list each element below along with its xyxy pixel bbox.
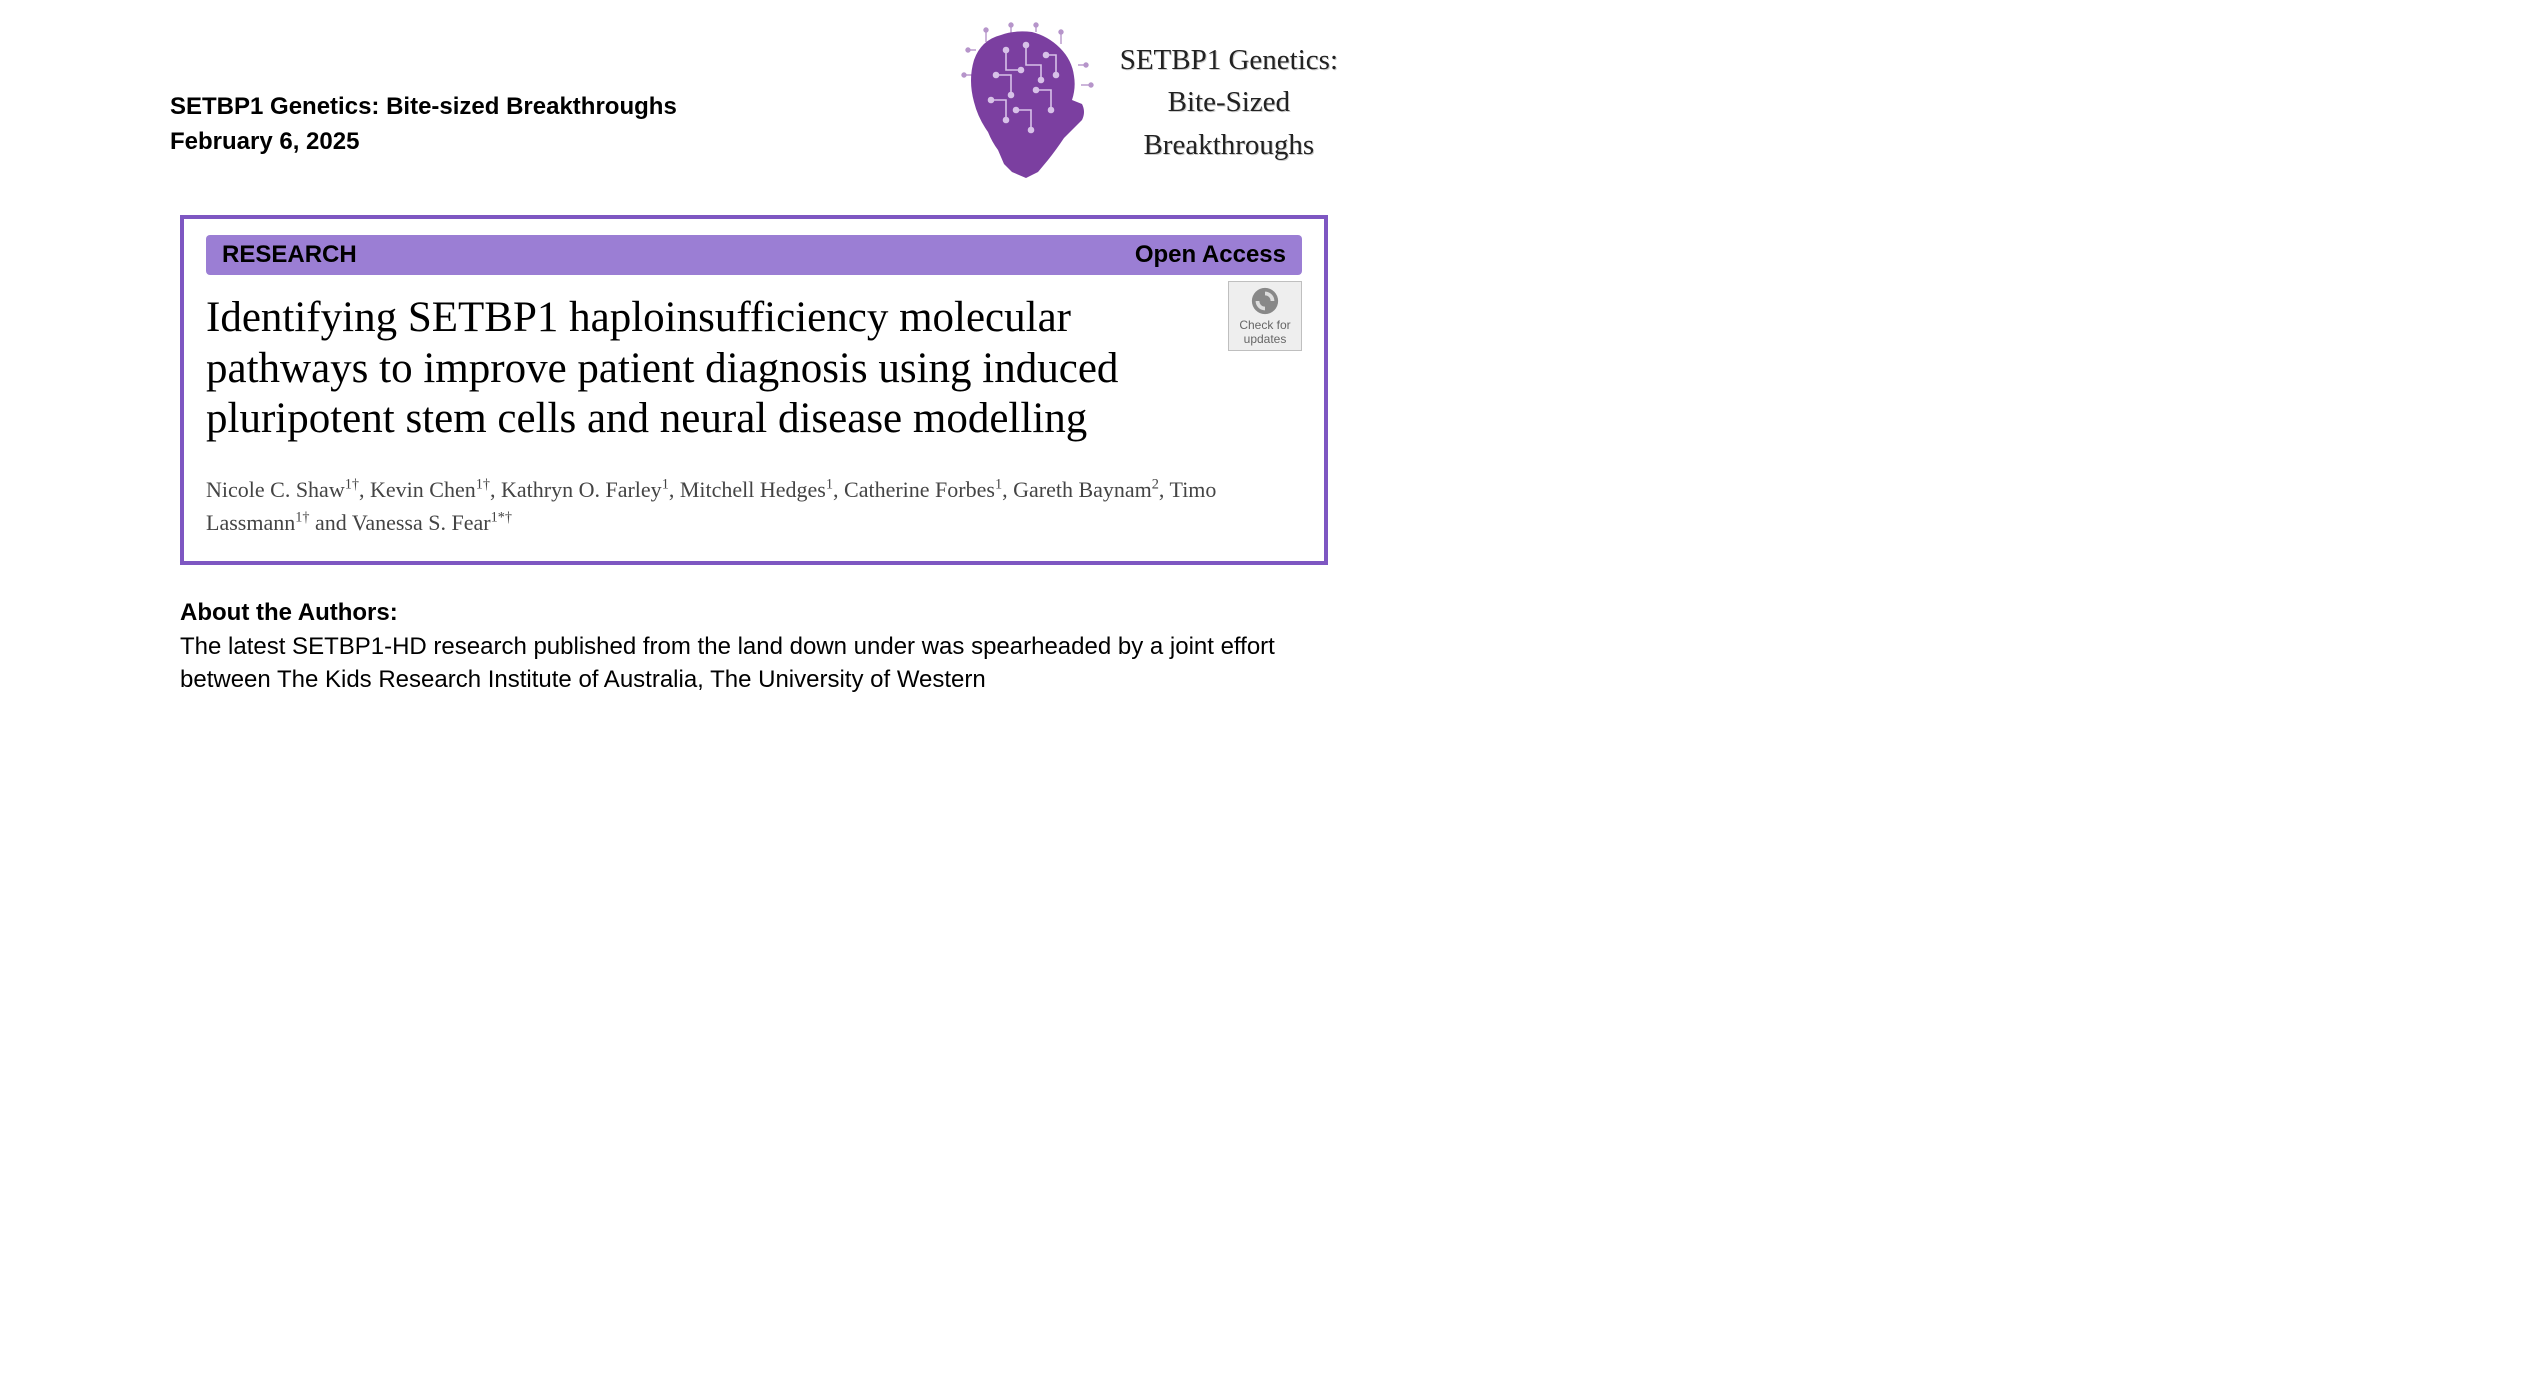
article-title: Identifying SETBP1 haploinsufficiency mo… [206, 293, 1302, 445]
publication-date: February 6, 2025 [170, 125, 677, 160]
check-for-updates-badge[interactable]: Check for updates [1228, 281, 1302, 351]
logo-line-2: Bite-Sized [1120, 81, 1338, 123]
article-authors: Nicole C. Shaw1†, Kevin Chen1†, Kathryn … [206, 473, 1302, 539]
open-access-label: Open Access [1135, 241, 1286, 269]
check-updates-label: Check for updates [1233, 319, 1297, 345]
crossmark-icon [1250, 286, 1280, 316]
logo-line-3: Breakthroughs [1120, 124, 1338, 166]
about-authors-section: About the Authors: The latest SETBP1-HD … [180, 599, 1328, 696]
article-tag-bar: RESEARCH Open Access [206, 235, 1302, 275]
logo-block: SETBP1 Genetics: Bite-Sized Breakthrough… [956, 20, 1338, 185]
about-authors-body: The latest SETBP1-HD research published … [180, 631, 1328, 696]
header-text-block: SETBP1 Genetics: Bite-sized Breakthrough… [170, 90, 677, 160]
about-authors-heading: About the Authors: [180, 599, 1328, 627]
publication-name: SETBP1 Genetics: Bite-sized Breakthrough… [170, 90, 677, 125]
brain-circuit-icon [956, 20, 1106, 185]
article-card: RESEARCH Open Access Check for updates I… [180, 215, 1328, 565]
research-label: RESEARCH [222, 241, 357, 269]
logo-text: SETBP1 Genetics: Bite-Sized Breakthrough… [1120, 39, 1338, 165]
logo-line-1: SETBP1 Genetics: [1120, 39, 1338, 81]
document-header: SETBP1 Genetics: Bite-sized Breakthrough… [0, 0, 1508, 185]
